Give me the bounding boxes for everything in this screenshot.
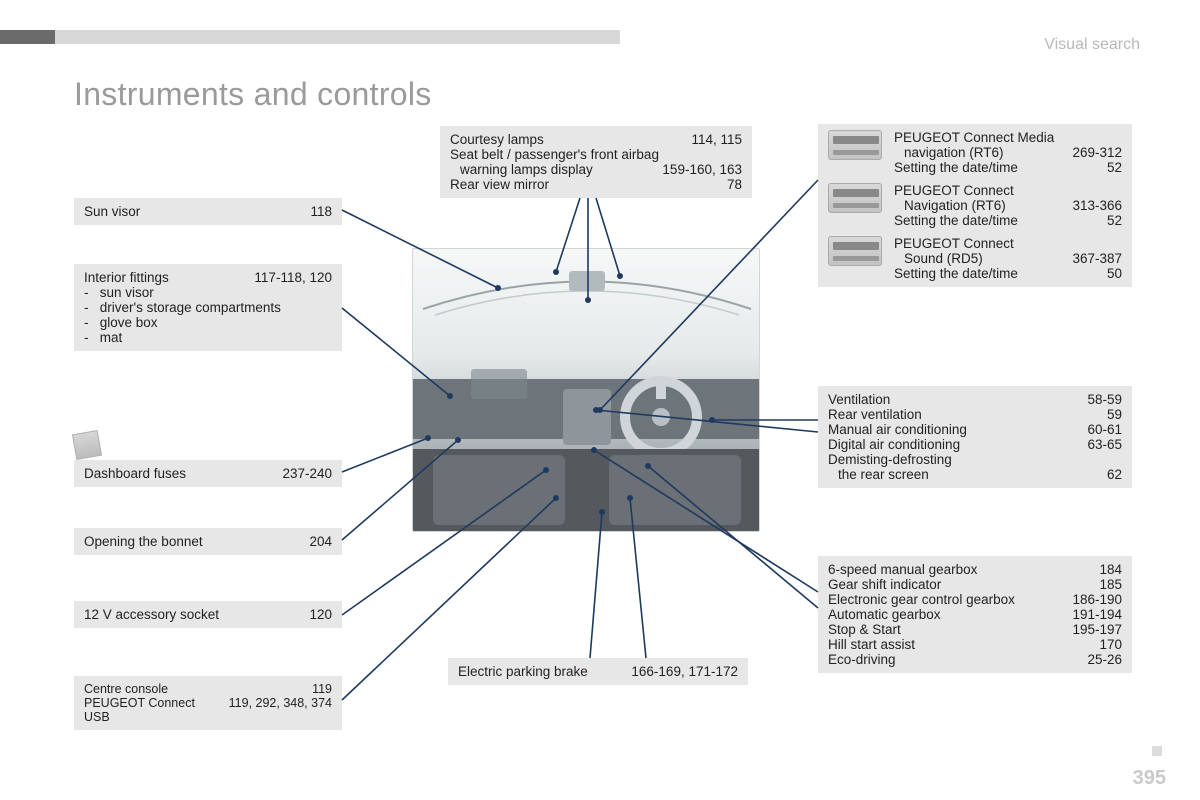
pages: 119 (312, 682, 332, 696)
label: warning lamps display (460, 162, 593, 177)
label: Ventilation (828, 392, 890, 407)
pages: 191-194 (1072, 607, 1122, 622)
box-12v-socket: 12 V accessory socket 120 (74, 601, 342, 628)
label: Navigation (RT6) (904, 198, 1006, 213)
pages: 62 (1107, 467, 1122, 482)
pages: 184 (1099, 562, 1122, 577)
label: Interior fittings (84, 270, 169, 285)
box-sun-visor: Sun visor 118 (74, 198, 342, 225)
label: PEUGEOT Connect (894, 183, 1014, 198)
pages: 120 (309, 607, 332, 622)
pages: 170 (1099, 637, 1122, 652)
sub: sun visor (100, 285, 154, 300)
label: Rear ventilation (828, 407, 922, 422)
pages: 119, 292, 348, 374 (229, 696, 332, 710)
pages: 118 (310, 204, 332, 219)
label: Setting the date/time (894, 160, 1018, 175)
label: the rear screen (838, 467, 929, 482)
box-gearbox: 6-speed manual gearbox 184 Gear shift ind… (818, 556, 1132, 673)
pages: 50 (1107, 266, 1122, 281)
radio-icon (828, 130, 882, 160)
sub: mat (100, 330, 123, 345)
pages: 185 (1099, 577, 1122, 592)
page-number: 395 (1133, 767, 1166, 790)
box-media-systems: PEUGEOT Connect Media navigation (RT6) 26… (818, 124, 1132, 287)
header-bar-dark (0, 30, 55, 44)
box-opening-bonnet: Opening the bonnet 204 (74, 528, 342, 555)
label: Electric parking brake (458, 664, 588, 679)
pages: 114, 115 (691, 132, 742, 147)
pages: 204 (309, 534, 332, 549)
box-electric-parking-brake: Electric parking brake 166-169, 171-172 (448, 658, 748, 685)
pages: 52 (1107, 213, 1122, 228)
label: Opening the bonnet (84, 534, 203, 549)
label: Gear shift indicator (828, 577, 941, 592)
section-label: Visual search (1044, 36, 1140, 54)
radio-icon (828, 183, 882, 213)
label: PEUGEOT Connect (894, 236, 1014, 251)
pages: 59 (1107, 407, 1122, 422)
box-centre-console: Centre console 119 PEUGEOT Connect USB 119… (74, 676, 342, 730)
pages: 63-65 (1087, 437, 1122, 452)
label: Sun visor (84, 204, 140, 219)
label: Hill start assist (828, 637, 915, 652)
dashboard-illustration (412, 248, 760, 532)
label: Demisting-defrosting (828, 452, 952, 467)
label: Dashboard fuses (84, 466, 186, 481)
label: Rear view mirror (450, 177, 549, 192)
pages: 117-118, 120 (254, 270, 332, 285)
pages: 25-26 (1087, 652, 1122, 667)
pages: 367-387 (1072, 251, 1122, 266)
pages: 237-240 (282, 466, 332, 481)
pages: 313-366 (1072, 198, 1122, 213)
label: Digital air conditioning (828, 437, 960, 452)
label: Stop & Start (828, 622, 901, 637)
label: PEUGEOT Connect Media (894, 130, 1054, 145)
radio-icon (828, 236, 882, 266)
header-bar-light (55, 30, 620, 44)
label: 6-speed manual gearbox (828, 562, 977, 577)
label: navigation (RT6) (904, 145, 1004, 160)
label: Sound (RD5) (904, 251, 983, 266)
pages: 159-160, 163 (662, 162, 742, 177)
pages: 52 (1107, 160, 1122, 175)
pages: 78 (727, 177, 742, 192)
label: Centre console (84, 682, 168, 696)
label: Seat belt / passenger's front airbag (450, 147, 659, 162)
label: Eco-driving (828, 652, 896, 667)
fuse-icon (72, 430, 102, 460)
label: Setting the date/time (894, 266, 1018, 281)
pages: 186-190 (1072, 592, 1122, 607)
box-courtesy: Courtesy lamps 114, 115 Seat belt / passe… (440, 126, 752, 198)
label: Courtesy lamps (450, 132, 544, 147)
label: 12 V accessory socket (84, 607, 219, 622)
box-dashboard-fuses: Dashboard fuses 237-240 (74, 460, 342, 487)
label: Automatic gearbox (828, 607, 941, 622)
label: Setting the date/time (894, 213, 1018, 228)
pages: 58-59 (1087, 392, 1122, 407)
pages: 166-169, 171-172 (631, 664, 738, 679)
sub: glove box (100, 315, 158, 330)
box-interior-fittings: Interior fittings117-118, 120 - sun viso… (74, 264, 342, 351)
pages: 195-197 (1072, 622, 1122, 637)
pages: 269-312 (1072, 145, 1122, 160)
page-title: Instruments and controls (74, 76, 432, 113)
label: Manual air conditioning (828, 422, 967, 437)
sub: driver's storage compartments (100, 300, 281, 315)
box-ventilation: Ventilation 58-59 Rear ventilation 59 Manu… (818, 386, 1132, 488)
label: PEUGEOT Connect USB (84, 696, 223, 724)
footer-square-icon (1152, 746, 1162, 756)
label: Electronic gear control gearbox (828, 592, 1015, 607)
pages: 60-61 (1087, 422, 1122, 437)
